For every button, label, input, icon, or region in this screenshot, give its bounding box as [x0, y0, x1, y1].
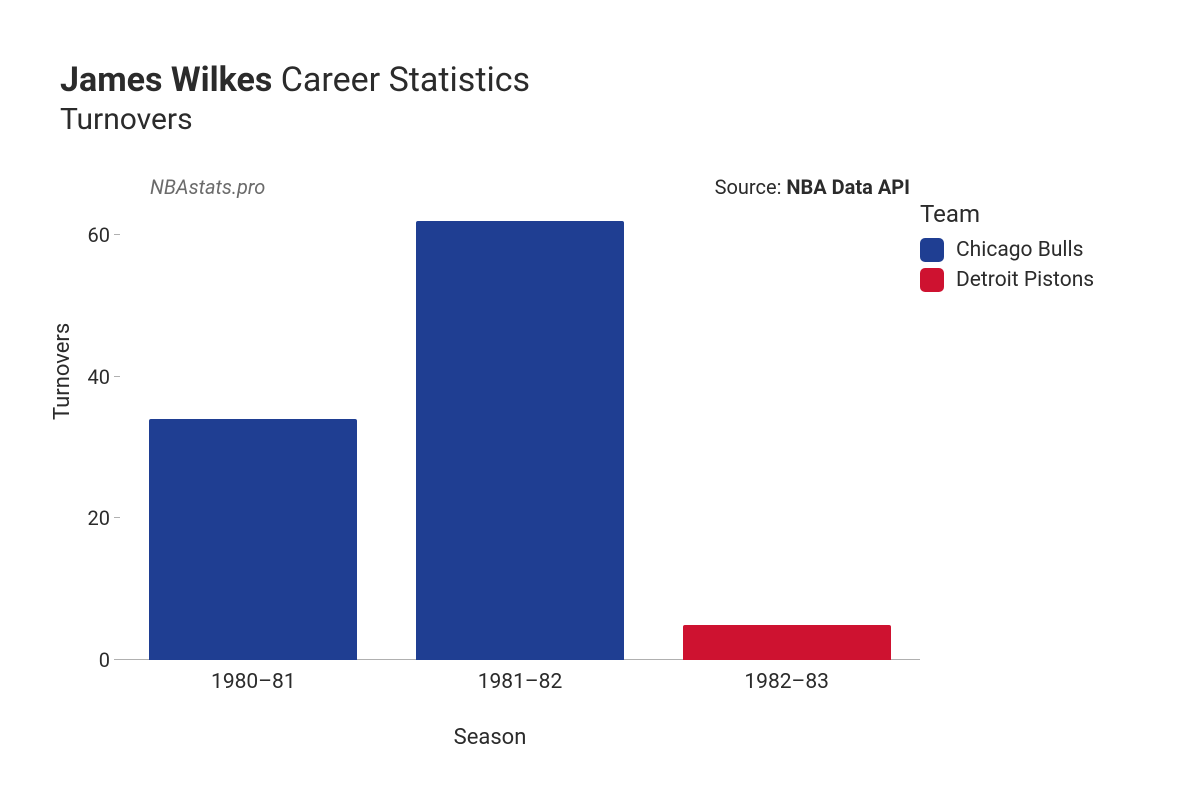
chart-container: James Wilkes Career Statistics Turnovers… — [0, 0, 1200, 800]
title-player-name: James Wilkes — [60, 60, 272, 100]
chart-title: James Wilkes Career Statistics — [60, 60, 1160, 100]
bar — [149, 419, 357, 660]
legend-items: Chicago Bulls Detroit Pistons — [920, 238, 1140, 292]
legend: Team Chicago Bulls Detroit Pistons — [920, 200, 1140, 298]
legend-item: Detroit Pistons — [920, 268, 1140, 292]
legend-label: Detroit Pistons — [956, 268, 1094, 292]
y-tick-mark — [114, 517, 120, 518]
plot-wrap: Turnovers 02040601980–811981–821982–83 S… — [60, 160, 1160, 760]
x-tick-label: 1982–83 — [744, 670, 829, 694]
legend-item: Chicago Bulls — [920, 238, 1140, 262]
y-tick-label: 60 — [70, 223, 110, 247]
legend-swatch — [920, 238, 944, 262]
legend-label: Chicago Bulls — [956, 238, 1083, 262]
legend-title: Team — [920, 200, 1140, 228]
y-tick-mark — [114, 659, 120, 660]
bar — [416, 221, 624, 660]
x-axis-title: Season — [60, 725, 920, 750]
plot-area: 02040601980–811981–821982–83 — [120, 200, 920, 660]
x-tick-label: 1981–82 — [478, 670, 563, 694]
legend-swatch — [920, 268, 944, 292]
title-suffix: Career Statistics — [272, 60, 530, 100]
bar — [683, 625, 891, 660]
y-tick-mark — [114, 234, 120, 235]
chart-subtitle: Turnovers — [60, 102, 1160, 137]
y-tick-label: 20 — [70, 506, 110, 530]
title-block: James Wilkes Career Statistics Turnovers — [60, 60, 1160, 137]
y-tick-mark — [114, 376, 120, 377]
y-tick-label: 0 — [70, 648, 110, 672]
y-tick-label: 40 — [70, 365, 110, 389]
x-tick-label: 1980–81 — [211, 670, 296, 694]
